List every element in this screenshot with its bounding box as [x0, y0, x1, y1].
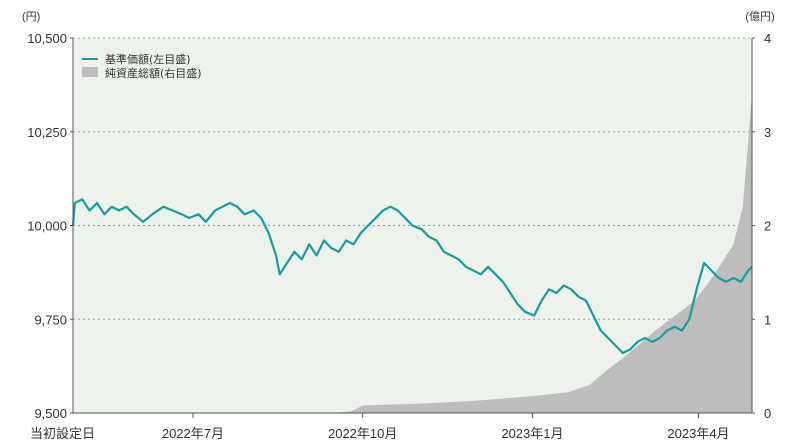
left-tick-label: 9,750	[34, 312, 67, 327]
x-tick-label: 2023年1月	[501, 426, 563, 441]
net-assets-area	[73, 94, 752, 414]
x-tick-label: 2022年10月	[328, 426, 397, 441]
legend: 基準価額(左目盛) 純資産総額(右目盛)	[82, 52, 202, 80]
left-axis-unit: (円)	[22, 11, 40, 23]
left-tick-label: 10,250	[27, 125, 67, 140]
legend-swatch-net-assets	[82, 67, 98, 77]
left-tick-label: 9,500	[34, 406, 67, 421]
right-tick-label: 2	[764, 219, 771, 234]
x-tick-label: 2023年4月	[667, 426, 729, 441]
left-tick-label: 10,000	[27, 219, 67, 234]
x-tick-label: 2022年7月	[162, 426, 224, 441]
legend-label-nav: 基準価額(左目盛)	[105, 52, 191, 66]
net-assets-area-layer	[73, 94, 752, 414]
right-tick-label: 3	[764, 125, 771, 140]
right-tick-label: 1	[764, 312, 771, 327]
right-axis-unit: (億円)	[745, 10, 774, 23]
right-tick-label: 4	[764, 31, 771, 46]
legend-label-net-assets: 純資産総額(右目盛)	[105, 66, 202, 80]
left-tick-label: 10,500	[27, 31, 67, 46]
grid-lines	[73, 37, 752, 320]
nav-line-layer	[71, 198, 753, 355]
axes: 10,500 10,250 10,000 9,750 9,500 4 3 2 1 0 当初設定日 20…	[27, 31, 771, 441]
nav-line	[71, 198, 753, 355]
right-tick-label: 0	[764, 406, 771, 421]
x-tick-label: 当初設定日	[30, 426, 95, 441]
